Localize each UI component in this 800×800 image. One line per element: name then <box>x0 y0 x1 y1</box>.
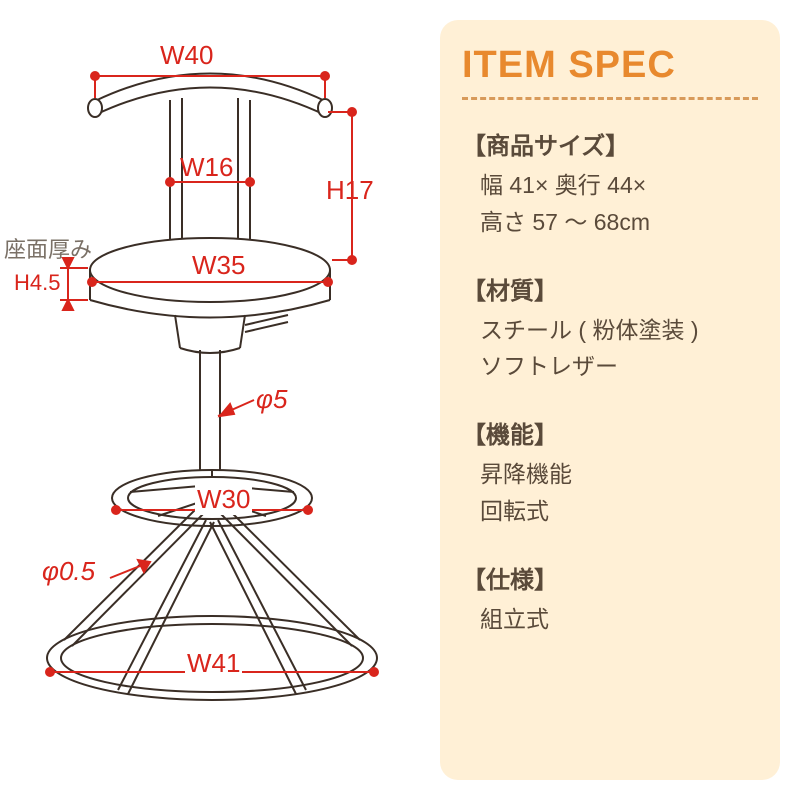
spec-divider <box>462 97 758 100</box>
dim-w35: W35 <box>190 250 247 281</box>
spec-line: 幅 41× 奥行 44× <box>462 167 758 204</box>
spec-section-material: 【材質】 スチール ( 粉体塗装 ) ソフトレザー <box>462 271 758 386</box>
dim-h45: H4.5 <box>14 270 60 296</box>
dim-phi05: φ0.5 <box>42 556 95 587</box>
spec-heading: 【商品サイズ】 <box>462 126 758 161</box>
spec-line: 回転式 <box>462 493 758 530</box>
dim-w30: W30 <box>195 484 252 515</box>
dim-w16: W16 <box>180 152 233 183</box>
spec-line: 組立式 <box>462 601 758 638</box>
diagram-area: W40 W16 H17 W35 座面厚み H4.5 φ5 W30 φ0.5 W4… <box>0 0 440 800</box>
spec-line: 高さ 57 ～ 68cm <box>462 204 758 241</box>
spec-line: 昇降機能 <box>462 456 758 493</box>
spec-section-function: 【機能】 昇降機能 回転式 <box>462 415 758 530</box>
chair-line-drawing <box>0 0 440 800</box>
spec-line: スチール ( 粉体塗装 ) <box>462 312 758 349</box>
dim-w41: W41 <box>185 648 242 679</box>
spec-section-spec: 【仕様】 組立式 <box>462 560 758 638</box>
dim-w40: W40 <box>160 40 213 71</box>
spec-heading: 【機能】 <box>462 415 758 450</box>
dim-h17: H17 <box>326 175 374 206</box>
spec-section-size: 【商品サイズ】 幅 41× 奥行 44× 高さ 57 ～ 68cm <box>462 126 758 241</box>
spec-title: ITEM SPEC <box>462 44 758 87</box>
spec-panel: ITEM SPEC 【商品サイズ】 幅 41× 奥行 44× 高さ 57 ～ 6… <box>440 20 780 780</box>
seat-thickness-note: 座面厚み <box>4 232 92 264</box>
spec-heading: 【仕様】 <box>462 560 758 595</box>
spec-line: ソフトレザー <box>462 348 758 385</box>
spec-heading: 【材質】 <box>462 271 758 306</box>
dim-phi5: φ5 <box>256 384 287 415</box>
